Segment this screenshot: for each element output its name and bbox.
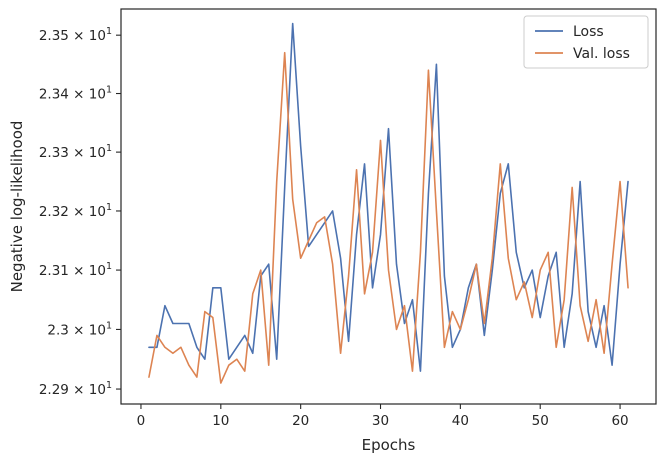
x-axis-ticks: 0 10 20 30 40 50 60 (137, 404, 629, 429)
x-tick-label: 20 (292, 413, 309, 429)
y-tick-label: 2.34 × 101 (39, 85, 112, 103)
series-line-val-loss (148, 51, 629, 384)
y-axis-ticks: 2.29 × 101 2.3 × 101 2.31 × 101 2.32 × 101 2… (39, 26, 121, 398)
y-tick-label: 2.31 × 101 (39, 261, 112, 279)
x-axis-label: Epochs (362, 436, 416, 454)
legend-label-val-loss: Val. loss (573, 46, 630, 62)
x-tick-label: 10 (212, 413, 229, 429)
series-layer (148, 22, 629, 384)
y-tick-label: 2.29 × 101 (39, 380, 112, 398)
x-tick-label: 30 (372, 413, 389, 429)
legend-label-loss: Loss (573, 24, 604, 40)
x-tick-label: 40 (452, 413, 469, 429)
legend-box (523, 15, 649, 69)
legend: Loss Val. loss (523, 15, 649, 69)
series-line-loss (148, 22, 629, 372)
y-tick-label: 2.33 × 101 (39, 143, 112, 161)
y-tick-label: 2.35 × 101 (39, 26, 112, 44)
x-tick-label: 0 (137, 413, 146, 429)
x-tick-label: 60 (611, 413, 628, 429)
y-tick-label: 2.32 × 101 (39, 202, 112, 220)
y-tick-label: 2.3 × 101 (47, 320, 112, 338)
plot-frame (120, 8, 657, 405)
y-axis-label: Negative log-likelihood (8, 121, 26, 293)
x-tick-label: 50 (532, 413, 549, 429)
